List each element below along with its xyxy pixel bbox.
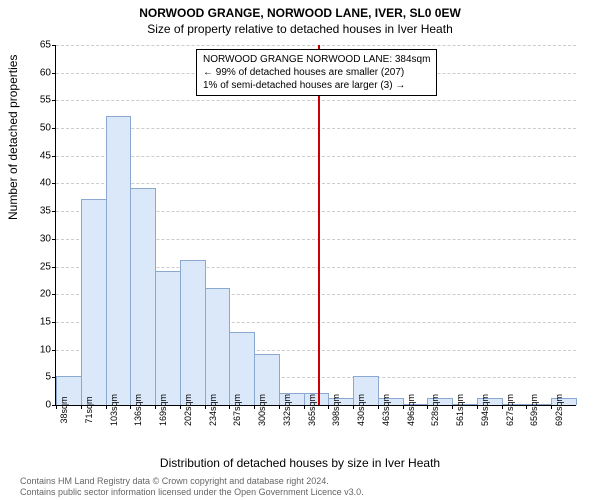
ytick-label: 50 — [26, 123, 51, 134]
xtick-label: 528sqm — [430, 394, 440, 426]
ytick-mark — [52, 183, 56, 184]
xtick-mark — [106, 405, 107, 409]
xtick-label: 659sqm — [529, 394, 539, 426]
chart-title-line2: Size of property relative to detached ho… — [0, 22, 600, 36]
histogram-bar — [81, 199, 107, 405]
xtick-mark — [403, 405, 404, 409]
xtick-label: 463sqm — [381, 394, 391, 426]
xtick-mark — [328, 405, 329, 409]
ytick-label: 40 — [26, 178, 51, 189]
annotation-box: NORWOOD GRANGE NORWOOD LANE: 384sqm← 99%… — [196, 49, 437, 96]
xtick-label: 38sqm — [59, 396, 69, 423]
xtick-label: 136sqm — [133, 394, 143, 426]
ytick-mark — [52, 100, 56, 101]
ytick-mark — [52, 73, 56, 74]
chart-title-line1: NORWOOD GRANGE, NORWOOD LANE, IVER, SL0 … — [0, 6, 600, 20]
xtick-label: 332sqm — [282, 394, 292, 426]
ytick-label: 30 — [26, 233, 51, 244]
ytick-mark — [52, 239, 56, 240]
xtick-mark — [205, 405, 206, 409]
y-axis-label: Number of detached properties — [6, 55, 20, 220]
xtick-label: 234sqm — [208, 394, 218, 426]
grid-line — [56, 183, 576, 184]
ytick-mark — [52, 350, 56, 351]
ytick-label: 55 — [26, 95, 51, 106]
xtick-label: 561sqm — [455, 394, 465, 426]
xtick-mark — [180, 405, 181, 409]
ytick-mark — [52, 211, 56, 212]
grid-line — [56, 128, 576, 129]
xtick-label: 430sqm — [356, 394, 366, 426]
xtick-mark — [304, 405, 305, 409]
ytick-mark — [52, 322, 56, 323]
ytick-mark — [52, 128, 56, 129]
ytick-label: 20 — [26, 289, 51, 300]
xtick-label: 71sqm — [84, 396, 94, 423]
ytick-label: 15 — [26, 316, 51, 327]
ytick-mark — [52, 294, 56, 295]
annotation-line3: 1% of semi-detached houses are larger (3… — [203, 79, 430, 92]
xtick-label: 398sqm — [331, 394, 341, 426]
histogram-bar — [106, 116, 132, 405]
ytick-label: 65 — [26, 40, 51, 51]
xtick-mark — [551, 405, 552, 409]
footer-line1: Contains HM Land Registry data © Crown c… — [20, 476, 329, 486]
grid-line — [56, 100, 576, 101]
xtick-mark — [155, 405, 156, 409]
annotation-line1: NORWOOD GRANGE NORWOOD LANE: 384sqm — [203, 53, 430, 66]
annotation-line2: ← 99% of detached houses are smaller (20… — [203, 66, 430, 79]
xtick-label: 365sqm — [307, 394, 317, 426]
grid-line — [56, 45, 576, 46]
xtick-label: 267sqm — [232, 394, 242, 426]
xtick-label: 202sqm — [183, 394, 193, 426]
xtick-label: 594sqm — [480, 394, 490, 426]
xtick-mark — [229, 405, 230, 409]
marker-line — [318, 45, 320, 405]
ytick-label: 5 — [26, 372, 51, 383]
histogram-bar — [130, 188, 156, 405]
xtick-label: 169sqm — [158, 394, 168, 426]
xtick-label: 103sqm — [109, 394, 119, 426]
xtick-mark — [502, 405, 503, 409]
grid-line — [56, 156, 576, 157]
xtick-label: 300sqm — [257, 394, 267, 426]
ytick-mark — [52, 156, 56, 157]
xtick-mark — [378, 405, 379, 409]
ytick-label: 10 — [26, 344, 51, 355]
ytick-label: 0 — [26, 400, 51, 411]
footer-line2: Contains public sector information licen… — [20, 487, 364, 497]
xtick-mark — [130, 405, 131, 409]
x-axis-label: Distribution of detached houses by size … — [0, 456, 600, 470]
xtick-mark — [526, 405, 527, 409]
xtick-mark — [279, 405, 280, 409]
xtick-mark — [427, 405, 428, 409]
ytick-mark — [52, 267, 56, 268]
ytick-label: 45 — [26, 150, 51, 161]
ytick-label: 25 — [26, 261, 51, 272]
xtick-mark — [353, 405, 354, 409]
ytick-mark — [52, 45, 56, 46]
xtick-mark — [477, 405, 478, 409]
ytick-label: 35 — [26, 206, 51, 217]
histogram-bar — [180, 260, 206, 405]
xtick-mark — [56, 405, 57, 409]
plot-area: 0510152025303540455055606538sqm71sqm103s… — [55, 45, 576, 406]
xtick-mark — [254, 405, 255, 409]
ytick-label: 60 — [26, 67, 51, 78]
xtick-mark — [81, 405, 82, 409]
xtick-label: 627sqm — [505, 394, 515, 426]
xtick-mark — [452, 405, 453, 409]
xtick-label: 692sqm — [554, 394, 564, 426]
histogram-bar — [205, 288, 231, 405]
histogram-bar — [155, 271, 181, 405]
xtick-label: 496sqm — [406, 394, 416, 426]
chart-container: 0510152025303540455055606538sqm71sqm103s… — [55, 45, 575, 405]
